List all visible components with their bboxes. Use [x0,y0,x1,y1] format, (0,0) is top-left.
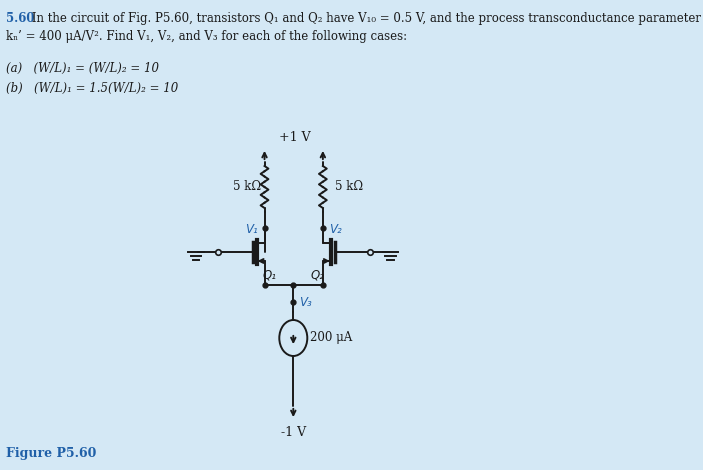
Text: (b)   (W/L)₁ = 1.5(W/L)₂ = 10: (b) (W/L)₁ = 1.5(W/L)₂ = 10 [6,82,179,95]
Text: V₁: V₁ [245,222,258,235]
Text: (a)   (W/L)₁ = (W/L)₂ = 10: (a) (W/L)₁ = (W/L)₂ = 10 [6,62,159,75]
Text: 5.60: 5.60 [6,12,34,25]
Text: 5 kΩ: 5 kΩ [335,180,363,194]
Text: Q₁: Q₁ [263,268,277,281]
Text: V₂: V₂ [329,222,342,235]
Text: V₃: V₃ [299,296,312,308]
Text: kₙ’ = 400 μA/V². Find V₁, V₂, and V₃ for each of the following cases:: kₙ’ = 400 μA/V². Find V₁, V₂, and V₃ for… [6,30,407,43]
Text: 200 μA: 200 μA [311,331,353,345]
Text: Q₂: Q₂ [311,268,324,281]
Text: Figure P5.60: Figure P5.60 [6,447,96,460]
Text: 5 kΩ: 5 kΩ [233,180,262,194]
Text: +1 V: +1 V [279,131,311,144]
Text: -1 V: -1 V [280,426,306,439]
Text: In the circuit of Fig. P5.60, transistors Q₁ and Q₂ have V₁₀ = 0.5 V, and the pr: In the circuit of Fig. P5.60, transistor… [28,12,701,25]
